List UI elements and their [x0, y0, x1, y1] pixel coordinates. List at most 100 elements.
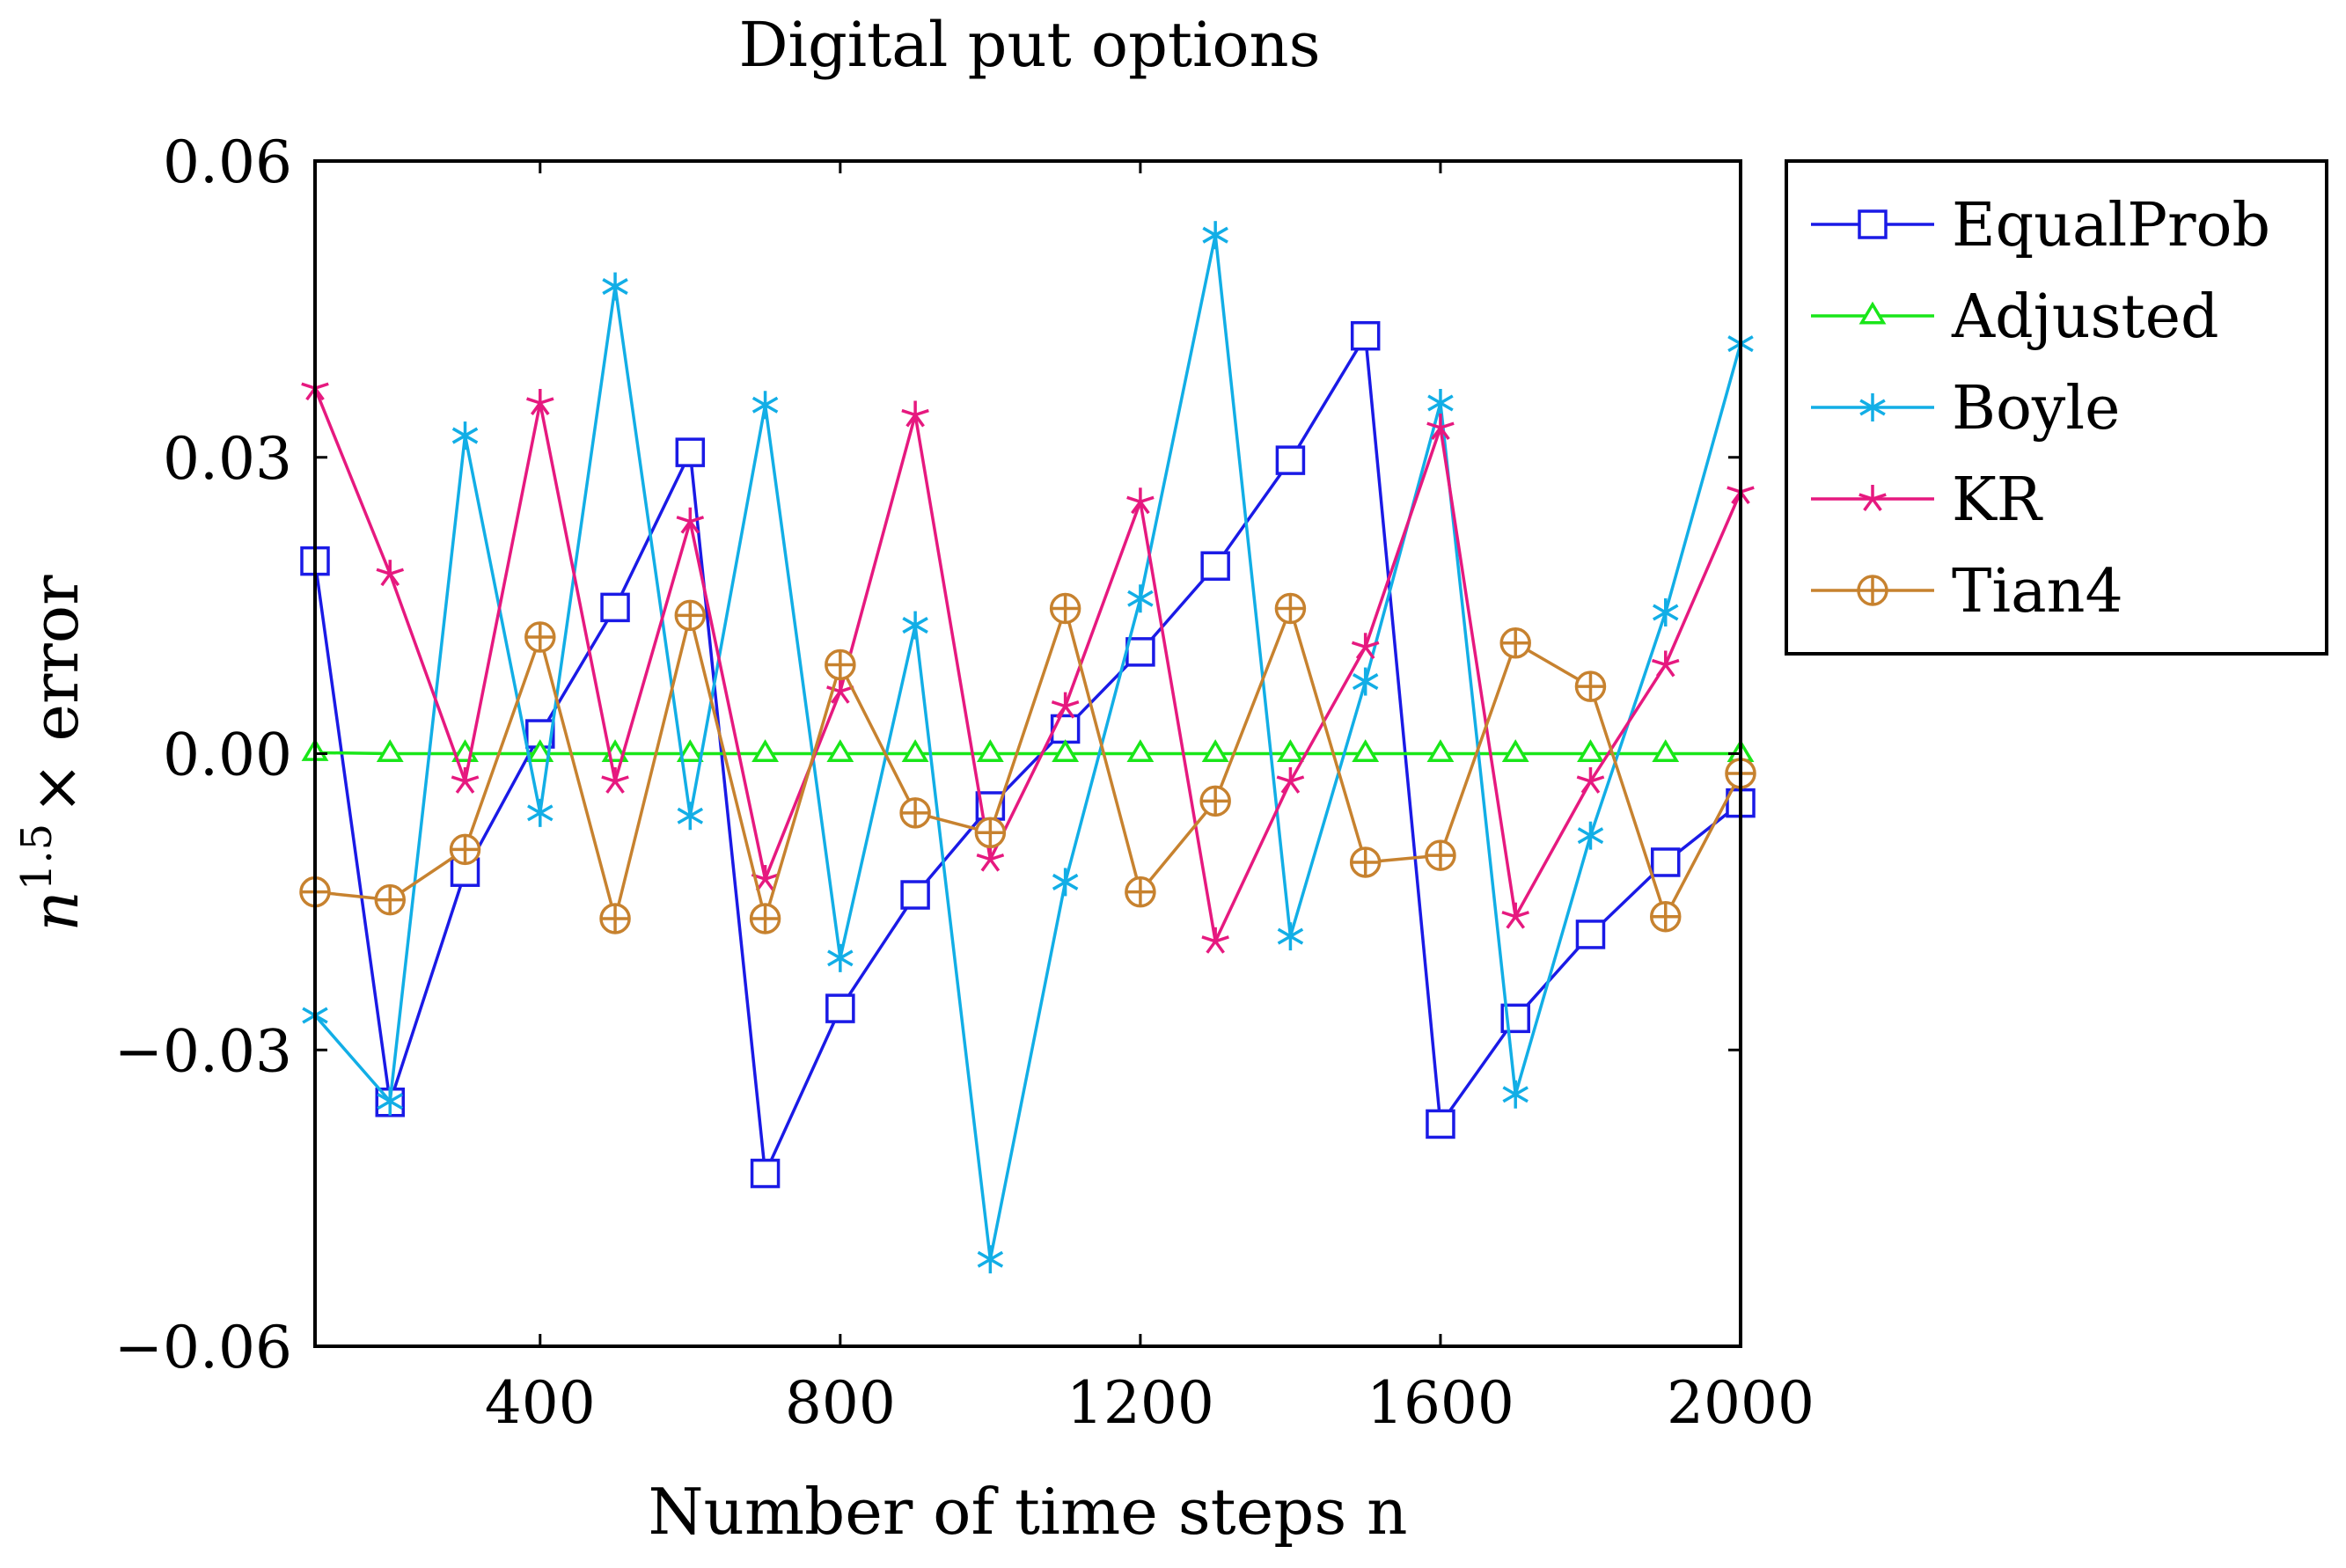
data-point-boyle — [677, 802, 704, 831]
data-point-adjusted — [1426, 739, 1455, 763]
x-tick-label: 400 — [485, 1369, 596, 1437]
series-line-kr — [313, 387, 1742, 943]
data-point-adjusted — [826, 739, 854, 763]
data-point-equalprob — [1350, 320, 1381, 351]
legend-entry-boyle: Boyle — [1811, 374, 2120, 443]
y-axis-label-rest: × error — [18, 575, 92, 815]
data-point-tian4 — [1199, 785, 1231, 817]
y-axis-label-exponent: 1.5 — [12, 824, 62, 890]
data-point-equalprob — [1275, 445, 1306, 475]
series-tian4 — [299, 592, 1756, 934]
series-kr — [301, 374, 1755, 954]
data-point-tian4 — [374, 883, 407, 916]
data-point-boyle — [1577, 821, 1604, 850]
data-point-adjusted — [376, 739, 404, 763]
data-point-boyle — [1427, 389, 1454, 418]
data-point-adjusted — [676, 739, 704, 763]
data-point-adjusted — [751, 739, 780, 763]
data-point-kr — [376, 560, 405, 587]
x-axis-label: Number of time steps n — [648, 1475, 1407, 1549]
legend-label: EqualProb — [1952, 191, 2270, 260]
data-point-boyle — [602, 272, 628, 301]
data-point-equalprob — [675, 437, 706, 467]
y-axis-label-base: n — [18, 890, 92, 931]
legend-label: Boyle — [1952, 374, 2120, 443]
data-point-adjusted — [1052, 739, 1080, 763]
x-tick-label: 2000 — [1667, 1369, 1814, 1437]
series-line-tian4 — [314, 606, 1742, 920]
legend: EqualProb Adjusted Boyle KR Tian4 — [1785, 159, 2328, 656]
series-line-boyle — [313, 233, 1742, 1261]
data-point-kr — [1051, 692, 1080, 719]
data-point-tian4 — [524, 621, 556, 653]
y-axis-label: n1.5 × error — [12, 575, 92, 932]
legend-entry-adjusted: Adjusted — [1811, 282, 2219, 352]
data-point-boyle — [1052, 868, 1079, 897]
data-point-tian4 — [825, 648, 856, 681]
series-equalprob — [300, 320, 1756, 1189]
legend-marker-kr — [1858, 485, 1887, 511]
legend-marker-equalprob — [1858, 209, 1888, 239]
data-point-boyle — [527, 798, 554, 827]
data-point-boyle — [377, 1087, 403, 1116]
data-point-tian4 — [899, 797, 931, 829]
data-point-kr — [1426, 414, 1455, 441]
y-tick-label: −0.06 — [114, 1314, 292, 1381]
data-point-equalprob — [825, 993, 855, 1023]
data-point-kr — [1201, 927, 1229, 954]
data-point-equalprob — [1575, 920, 1606, 949]
series-line-equalprob — [313, 333, 1742, 1176]
x-tick-label: 800 — [785, 1369, 896, 1437]
data-point-tian4 — [674, 599, 707, 632]
legend-label: Adjusted — [1951, 282, 2219, 352]
data-point-kr — [1576, 766, 1605, 794]
data-point-boyle — [977, 1245, 1004, 1274]
data-point-tian4 — [1349, 846, 1382, 878]
series-line-adjusted — [314, 751, 1741, 756]
y-tick-label: −0.03 — [114, 1017, 292, 1085]
chart-title: Digital put options — [738, 9, 1320, 81]
data-point-kr — [676, 507, 705, 534]
data-point-tian4 — [1574, 670, 1607, 702]
data-point-boyle — [1127, 584, 1154, 613]
legend-marker-boyle — [1859, 393, 1886, 421]
y-tick-label: 0.06 — [163, 128, 292, 196]
data-point-adjusted — [976, 739, 1004, 763]
legend-entry-kr: KR — [1811, 465, 2043, 535]
plot-area — [299, 221, 1756, 1274]
data-point-tian4 — [974, 817, 1007, 849]
data-point-kr — [451, 766, 480, 794]
data-point-kr — [1501, 902, 1529, 929]
legend-label: Tian4 — [1952, 557, 2123, 626]
data-point-adjusted — [901, 739, 929, 763]
data-point-boyle — [451, 421, 479, 451]
data-point-kr — [1126, 487, 1155, 515]
data-point-tian4 — [599, 903, 631, 934]
data-point-equalprob — [1050, 714, 1081, 744]
data-point-boyle — [1653, 597, 1679, 626]
tick-labels: 400 800 1200 1600 2000 0.06 0.03 0.00 −0.03 −0.06 — [114, 128, 1814, 1437]
data-point-equalprob — [750, 1158, 781, 1189]
data-point-equalprob — [600, 592, 630, 623]
data-point-tian4 — [1274, 592, 1307, 625]
x-tick-label: 1600 — [1367, 1369, 1514, 1437]
series-adjusted — [301, 737, 1755, 763]
x-tick-label: 1200 — [1067, 1369, 1214, 1437]
data-point-equalprob — [1426, 1109, 1455, 1139]
data-point-adjusted — [526, 739, 554, 763]
data-point-boyle — [1352, 667, 1379, 696]
data-point-adjusted — [1276, 739, 1304, 763]
data-point-boyle — [902, 611, 928, 640]
y-tick-label: 0.03 — [163, 425, 292, 493]
data-point-adjusted — [1201, 739, 1229, 763]
data-point-tian4 — [1499, 627, 1531, 659]
legend-marker-tian4 — [1857, 575, 1888, 606]
data-point-tian4 — [449, 833, 481, 866]
data-point-kr — [526, 389, 554, 415]
data-point-tian4 — [1649, 900, 1682, 933]
legend-entry-equalprob: EqualProb — [1811, 191, 2270, 260]
data-point-boyle — [1202, 221, 1228, 250]
data-point-tian4 — [1049, 592, 1081, 625]
legend-label: KR — [1952, 465, 2043, 535]
